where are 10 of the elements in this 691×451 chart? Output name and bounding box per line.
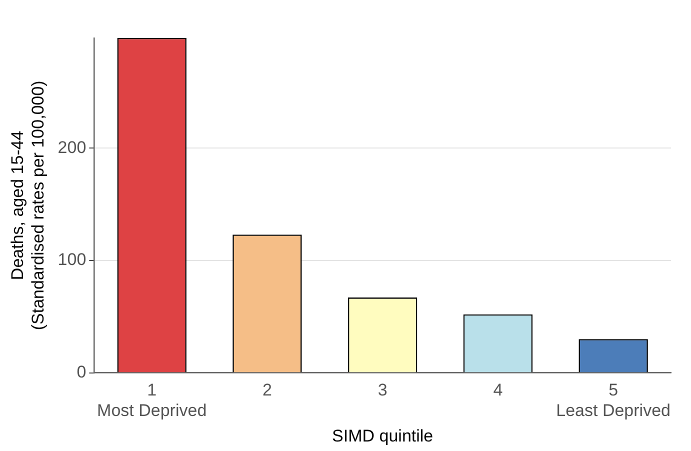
x-tick-label: 3: [378, 380, 388, 400]
y-axis-title: Deaths, aged 15-44 (Standardised rates per 100,000): [8, 80, 48, 330]
y-tick-label: 200: [58, 138, 86, 157]
y-tick-label: 100: [58, 250, 86, 270]
y-tick-label: 0: [76, 362, 86, 382]
x-tick-label: 1 Most Deprived: [97, 380, 207, 420]
x-tick-label: 4: [493, 380, 503, 400]
x-axis-title: SIMD quintile: [332, 426, 434, 446]
x-tick-label: 5 Least Deprived: [556, 380, 670, 420]
x-tick-label: 2: [262, 380, 272, 400]
